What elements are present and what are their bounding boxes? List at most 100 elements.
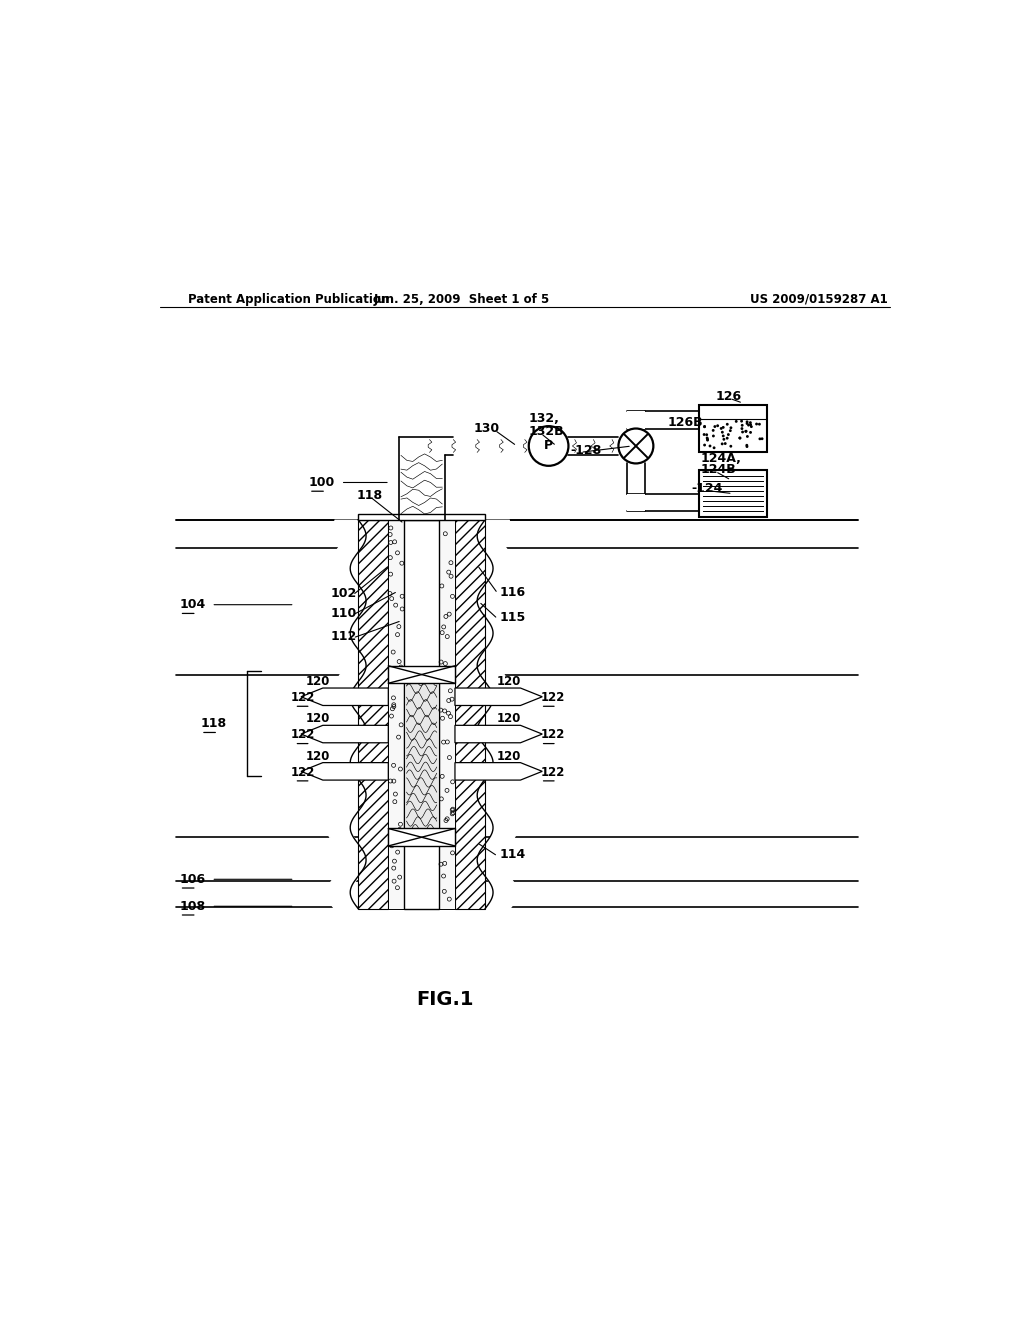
Circle shape: [706, 437, 709, 440]
Bar: [358, 520, 388, 908]
Bar: [358, 515, 485, 520]
Circle shape: [750, 430, 752, 434]
Text: 120: 120: [497, 750, 521, 763]
Circle shape: [738, 437, 741, 440]
Text: Jun. 25, 2009  Sheet 1 of 5: Jun. 25, 2009 Sheet 1 of 5: [373, 293, 550, 306]
Text: 122: 122: [541, 766, 565, 779]
Circle shape: [750, 424, 752, 426]
Circle shape: [758, 422, 761, 425]
Circle shape: [712, 429, 715, 432]
Circle shape: [745, 445, 749, 447]
Text: 120: 120: [497, 713, 521, 726]
Text: FIG.1: FIG.1: [417, 990, 474, 1010]
Text: 114: 114: [500, 849, 525, 861]
Circle shape: [727, 433, 730, 436]
Circle shape: [745, 444, 749, 446]
Circle shape: [726, 422, 729, 425]
Circle shape: [748, 424, 750, 426]
Bar: [388, 665, 455, 684]
Text: 108: 108: [179, 900, 206, 912]
Circle shape: [744, 430, 748, 433]
Text: 132,: 132,: [528, 412, 560, 425]
Text: 122: 122: [291, 729, 314, 742]
Circle shape: [755, 422, 758, 425]
Polygon shape: [455, 763, 543, 780]
Text: 120: 120: [497, 675, 521, 688]
Text: 112: 112: [331, 630, 356, 643]
Text: 104: 104: [179, 598, 206, 611]
Circle shape: [726, 437, 729, 440]
Circle shape: [740, 420, 743, 422]
Polygon shape: [301, 688, 388, 705]
Text: 106: 106: [179, 873, 206, 886]
Circle shape: [706, 433, 709, 436]
Circle shape: [712, 434, 715, 437]
Text: 122: 122: [291, 766, 314, 779]
Circle shape: [729, 426, 732, 429]
Bar: [627, 494, 645, 511]
Polygon shape: [301, 763, 388, 780]
Circle shape: [714, 425, 716, 428]
Text: 126B: 126B: [668, 416, 703, 429]
Bar: [354, 450, 489, 515]
Bar: [404, 520, 439, 908]
Text: 118: 118: [201, 717, 227, 730]
Text: 124B: 124B: [701, 463, 736, 477]
Circle shape: [722, 434, 725, 437]
Text: 124A,: 124A,: [701, 453, 741, 465]
Circle shape: [618, 429, 653, 463]
Circle shape: [735, 420, 737, 422]
Polygon shape: [455, 725, 543, 743]
Circle shape: [744, 430, 748, 433]
Bar: [404, 675, 439, 837]
Text: 116: 116: [500, 586, 525, 598]
Circle shape: [703, 444, 706, 446]
Text: 120: 120: [306, 713, 331, 726]
Circle shape: [740, 428, 743, 430]
Circle shape: [759, 437, 761, 441]
Circle shape: [713, 446, 716, 449]
Text: 100: 100: [309, 477, 335, 488]
Circle shape: [761, 437, 764, 440]
Circle shape: [750, 425, 753, 428]
Circle shape: [722, 426, 725, 429]
Bar: [439, 520, 455, 908]
Circle shape: [724, 442, 727, 445]
Circle shape: [745, 422, 749, 425]
Circle shape: [702, 433, 706, 436]
Circle shape: [716, 424, 719, 428]
Circle shape: [707, 438, 709, 442]
Text: US 2009/0159287 A1: US 2009/0159287 A1: [750, 293, 888, 306]
Bar: [398, 437, 476, 454]
Circle shape: [703, 425, 706, 428]
Text: -128: -128: [570, 445, 602, 457]
Circle shape: [721, 430, 724, 434]
Polygon shape: [301, 725, 388, 743]
Bar: [699, 405, 767, 453]
Circle shape: [749, 421, 752, 424]
Text: 118: 118: [356, 488, 383, 502]
Polygon shape: [455, 688, 543, 705]
Bar: [699, 470, 767, 517]
Circle shape: [729, 445, 732, 447]
Text: 122: 122: [541, 692, 565, 704]
Text: Patent Application Publication: Patent Application Publication: [187, 293, 389, 306]
Text: 122: 122: [541, 729, 565, 742]
Text: 115: 115: [500, 611, 525, 624]
Text: 120: 120: [306, 750, 331, 763]
Bar: [398, 446, 444, 520]
Circle shape: [720, 426, 723, 430]
Circle shape: [745, 421, 749, 424]
Text: 130: 130: [473, 422, 500, 436]
Text: -124: -124: [691, 482, 723, 495]
Circle shape: [721, 442, 724, 445]
Circle shape: [740, 424, 743, 426]
Bar: [627, 411, 645, 429]
Text: 132B: 132B: [528, 425, 564, 438]
Circle shape: [707, 438, 709, 441]
Circle shape: [703, 425, 706, 428]
Text: 110: 110: [331, 607, 356, 620]
Circle shape: [723, 438, 725, 441]
Circle shape: [745, 436, 749, 438]
Circle shape: [738, 437, 741, 440]
